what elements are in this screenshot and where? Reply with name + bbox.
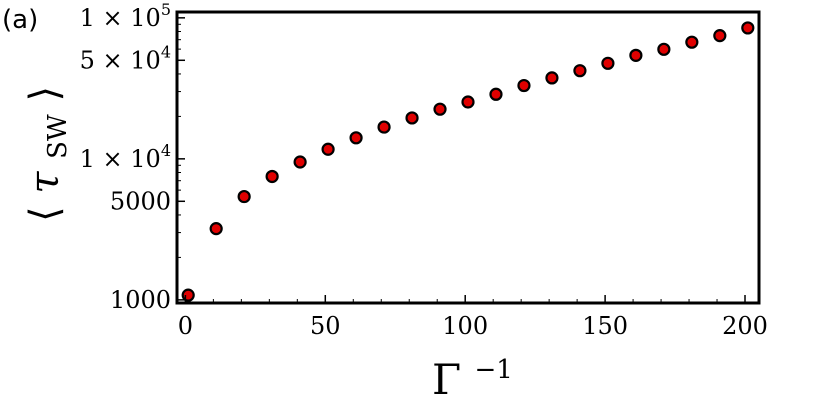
data-point [209,222,223,236]
x-axis-label-base: Γ [432,355,461,404]
x-axis-label-sup: −1 [475,355,513,385]
y-tick-label: 1000 [110,286,171,314]
y-tick-label-exponent: 5 [161,0,171,19]
y-tick-label-text: 1000 [110,286,171,314]
data-point [685,35,699,49]
data-point [489,87,503,101]
data-point [377,120,391,134]
x-tick-label: 0 [178,312,193,340]
y-axis-label-sub: SW [43,114,73,159]
x-axis-label: Γ −1 [432,355,513,404]
y-tick-label: 1 × 104 [80,141,171,173]
data-point [433,102,447,116]
x-tick-label: 200 [722,312,768,340]
y-tick-label-text: 1 × 10 [80,4,161,32]
y-axis-label-open: ⟨ [22,206,68,222]
data-point [321,142,335,156]
data-point [293,155,307,169]
data-point [573,64,587,78]
data-point [545,71,559,85]
y-axis-label-close: ⟩ [22,86,68,102]
y-tick-label-exponent: 4 [161,141,171,160]
plot-frame [175,10,761,305]
y-tick-label-text: 5 × 10 [80,46,161,74]
y-tick-label: 5000 [110,187,171,215]
data-point [601,56,615,70]
data-point [237,189,251,204]
y-tick-label-exponent: 4 [161,42,171,61]
data-point [657,42,671,56]
data-point [713,29,727,43]
panel-label: (a) [2,5,38,35]
y-tick-label: 1 × 105 [80,0,171,32]
plot-marks [181,21,755,302]
x-tick-label: 150 [582,312,628,340]
y-tick-label: 5 × 104 [80,42,171,74]
data-point [265,169,279,184]
x-tick-label: 100 [442,312,488,340]
data-point [517,78,531,93]
data-point [629,48,643,62]
data-point [741,21,755,35]
data-point [181,288,195,302]
x-tick-label: 50 [310,312,341,340]
y-axis-label: ⟨ τ SW ⟩ [22,86,76,222]
data-point [405,111,419,125]
data-point [461,95,475,109]
data-point [349,131,363,145]
x-axis: 0 50 100 150 200 [178,295,768,340]
y-tick-label-text: 5000 [110,187,171,215]
y-tick-label-text: 1 × 10 [80,145,161,173]
y-axis-label-symbol: τ [22,171,68,194]
